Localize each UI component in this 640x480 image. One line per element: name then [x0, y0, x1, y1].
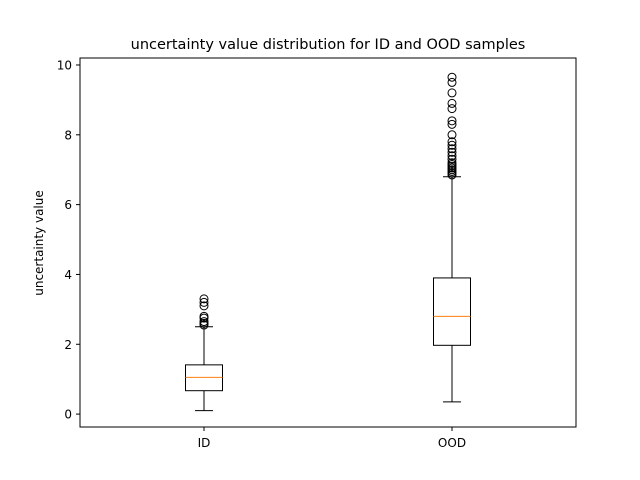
x-tick-label: OOD [438, 436, 466, 450]
outlier-point [199, 311, 209, 321]
y-axis-label: uncertainty value [32, 190, 46, 296]
outlier-point [199, 301, 209, 311]
y-tick-label: 0 [64, 408, 72, 422]
outlier-point [447, 104, 457, 114]
outlier-point [447, 151, 457, 161]
outlier-point [447, 158, 457, 168]
outlier-point [447, 144, 457, 154]
y-tick-label: 6 [64, 198, 72, 212]
plot-frame [79, 57, 577, 428]
y-tick-label: 2 [64, 338, 72, 352]
outlier-point [447, 119, 457, 129]
y-tick-label: 10 [57, 58, 72, 72]
outlier-point [447, 140, 457, 150]
outlier-point [199, 294, 209, 304]
outlier-point [199, 317, 209, 327]
outlier-point [447, 98, 457, 108]
y-tick-label: 8 [64, 128, 72, 142]
outlier-point [447, 154, 457, 164]
outlier-point [447, 137, 457, 147]
outlier-point [447, 116, 457, 126]
outlier-point [447, 77, 457, 87]
box-iqr [433, 277, 471, 346]
outlier-point [447, 147, 457, 157]
y-tick-label: 4 [64, 268, 72, 282]
x-tick-label: ID [198, 436, 211, 450]
chart-title: uncertainty value distribution for ID an… [131, 37, 526, 53]
outlier-point [199, 297, 209, 307]
outlier-point [447, 88, 457, 98]
plot-area: 0 2 4 6 8 10 ID OOD [57, 58, 471, 450]
outlier-point [447, 130, 457, 140]
outlier-point [447, 72, 457, 82]
